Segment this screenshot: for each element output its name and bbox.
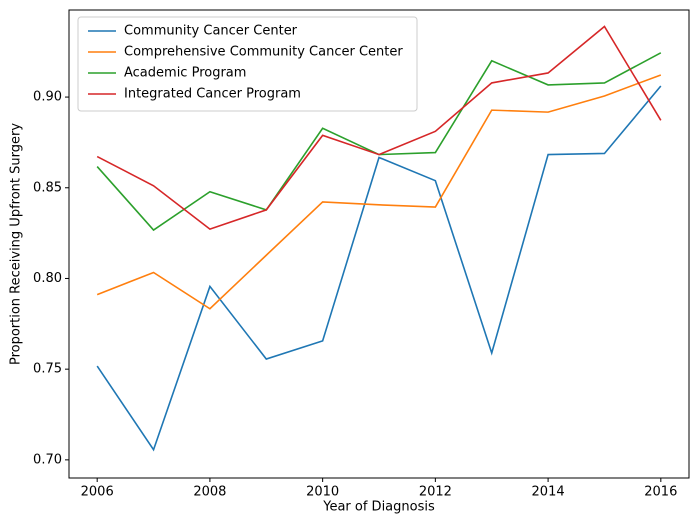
x-axis-label: Year of Diagnosis [322, 500, 435, 515]
legend-label: Community Cancer Center [124, 24, 298, 39]
x-tick-label: 2012 [419, 485, 452, 500]
y-axis-label: Proportion Receiving Upfront Surgery [9, 123, 24, 365]
x-tick-label: 2016 [644, 485, 677, 500]
x-tick-label: 2014 [532, 485, 565, 500]
legend-label: Integrated Cancer Program [124, 87, 301, 102]
y-tick-label: 0.85 [33, 180, 62, 195]
plot-frame [68, 9, 690, 479]
y-tick-label: 0.75 [33, 362, 62, 377]
x-tick-label: 2008 [193, 485, 226, 500]
series-line [96, 74, 662, 310]
y-tick-label: 0.90 [33, 90, 62, 105]
x-tick-label: 2006 [81, 485, 114, 500]
series-line [96, 25, 662, 231]
legend-box [77, 16, 418, 112]
x-tick-label: 2010 [306, 485, 339, 500]
legend-label: Academic Program [124, 66, 246, 81]
legend-label: Comprehensive Community Cancer Center [124, 45, 403, 60]
series-line [96, 85, 662, 452]
y-tick-label: 0.80 [33, 271, 62, 286]
y-tick-label: 0.70 [33, 452, 62, 467]
